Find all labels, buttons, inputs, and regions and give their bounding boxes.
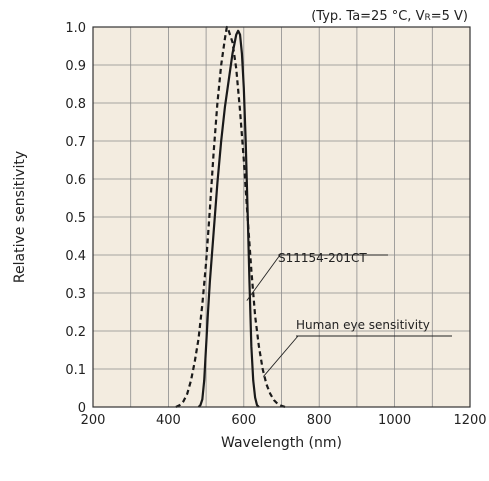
x-tick-label: 1000 [378,413,411,428]
y-tick-label: 0.6 [65,173,86,188]
x-tick-label: 800 [307,413,332,428]
measurement-conditions: (Typ. Ta=25 °C, VR=5 V) [311,9,468,24]
y-tick-label: 0.4 [65,249,86,264]
series-line-human-eye-sensitivity [175,25,286,409]
y-tick-label: 1.0 [65,21,86,36]
annotation-s11154-201ct: S11154-201CT [278,251,367,265]
y-tick-label: 0.8 [65,97,86,112]
series-line-s11154-201ct [197,29,260,408]
annotation-leader-human-eye-sensitivity [263,335,299,377]
y-tick-label: 0 [78,401,86,416]
x-axis-label: Wavelength (nm) [221,435,342,451]
x-tick-label: 1200 [453,413,486,428]
x-tick-label: 200 [81,413,106,428]
y-tick-label: 0.1 [65,363,86,378]
annotation-human-eye-sensitivity: Human eye sensitivity [296,318,430,332]
y-tick-label: 0.9 [65,59,86,74]
y-tick-label: 0.7 [65,135,86,150]
y-axis-label: Relative sensitivity [12,151,28,283]
x-tick-label: 400 [156,413,181,428]
x-tick-label: 600 [231,413,256,428]
y-tick-label: 0.2 [65,325,86,340]
annotation-leader-s11154-201ct [246,254,281,301]
y-tick-label: 0.5 [65,211,86,226]
plot-frame [92,26,471,408]
y-tick-label: 0.3 [65,287,86,302]
